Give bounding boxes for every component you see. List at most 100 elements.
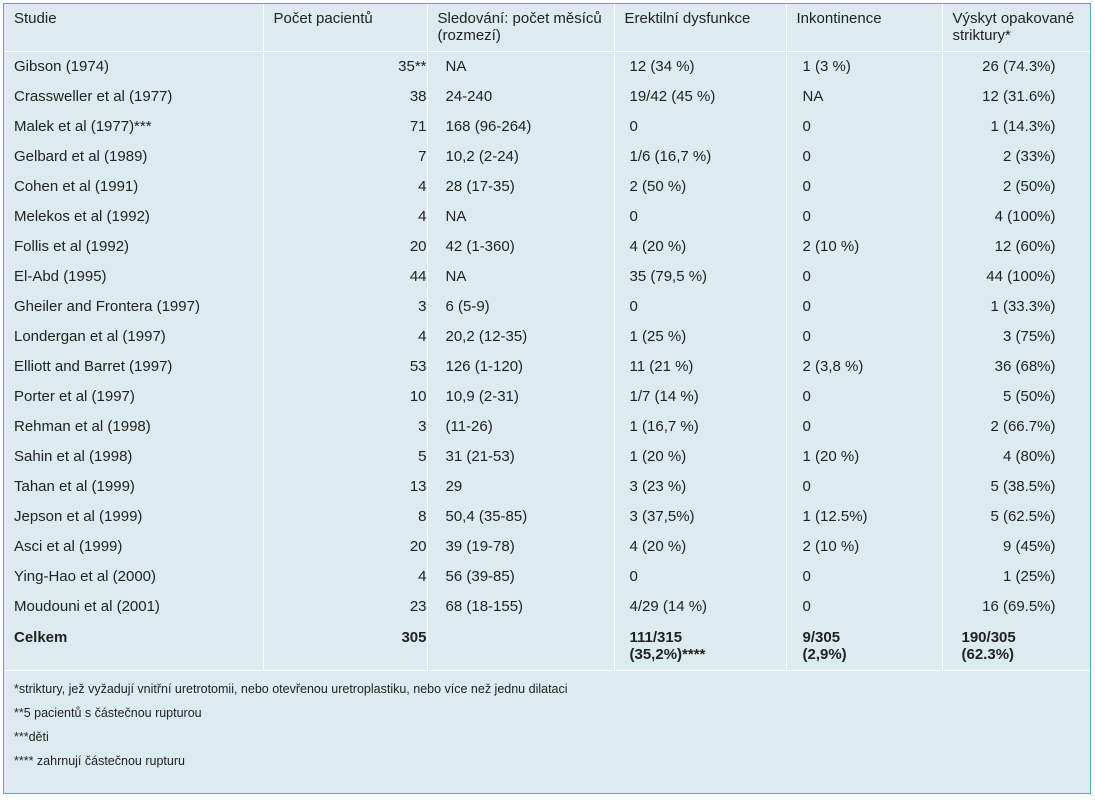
cell-incontinence: 0 [786,261,943,292]
cell-recurrence: 4 (100%) [994,207,1056,225]
cell-studie: Follis et al (1992) [4,231,264,262]
cell-recurrence: 5 (62.5%) [990,507,1056,525]
cell-patients: 8 [263,501,428,532]
header-studie: Studie [4,4,264,52]
cell-incontinence: 2 (3,8 %) [786,351,943,382]
cell-recurrence: 2 (50%) [1002,177,1056,195]
cell-recurrence: 2 (33%) [1002,147,1056,165]
table-row: Follis et al (1992) 20 42 (1-360) 4 (20 %) 2… [4,231,1090,262]
cell-studie: Londergan et al (1997) [4,321,264,352]
cell-followup: (11-26) [427,411,615,442]
table-row: Sahin et al (1998) 5 31 (21-53) 1 (20 %) 1 (… [4,441,1090,472]
cell-patients: 3 [263,411,428,442]
cell-studie: Malek et al (1977)*** [4,111,264,142]
cell-followup: 20,2 (12-35) [427,321,615,352]
cell-studie: Melekos et al (1992) [4,201,264,232]
table-row: Jepson et al (1999) 8 50,4 (35-85) 3 (37,5%… [4,501,1090,532]
cell-patients: 3 [263,291,428,322]
table-row: Rehman et al (1998) 3 (11-26) 1 (16,7 %) 0 2 … [4,411,1090,442]
cell-studie: Rehman et al (1998) [4,411,264,442]
cell-ed: 3 (23 %) [614,471,787,502]
table-row: Crassweller et al (1977) 38 24-240 19/42 (4… [4,81,1090,112]
header-erektilni-dysfunkce: Erektilní dysfunkce [614,4,787,52]
table-row: Cohen et al (1991) 4 28 (17-35) 2 (50 %) 0 2 … [4,171,1090,202]
total-ed: 111/315 (35,2%)**** [614,621,787,670]
total-inc-count: 9/305 [802,628,841,646]
footnotes: *striktury, jež vyžadují vnitřní uretrot… [4,669,1090,773]
table-row: Gheiler and Frontera (1997) 3 6 (5-9) 0 0 1 (… [4,291,1090,322]
cell-incontinence: 1 (12.5%) [786,501,943,532]
cell-recurrence: 5 (38.5%) [990,477,1056,495]
total-label: Celkem [4,621,264,670]
cell-patients: 10 [263,381,428,412]
footnote: *striktury, jež vyžadují vnitřní uretrot… [14,681,568,696]
cell-patients: 4 [263,561,428,592]
cell-incontinence: 0 [786,381,943,412]
cell-recurrence: 1 (14.3%) [990,117,1056,135]
cell-recurrence: 36 (68%) [994,357,1056,375]
cell-incontinence: 0 [786,471,943,502]
table-row: El-Abd (1995) 44 NA 35 (79,5 %) 0 44 (100%) [4,261,1090,292]
cell-recurrence: 2 (66.7%) [990,417,1056,435]
total-ed-percent: (35,2%)**** [629,645,706,663]
cell-studie: Porter et al (1997) [4,381,264,412]
cell-incontinence: 0 [786,201,943,232]
header-sledovani: Sledování: počet měsíců (rozmezí) [427,4,615,52]
footnote: ***děti [14,729,49,744]
cell-studie: Tahan et al (1999) [4,471,264,502]
cell-ed: 4 (20 %) [614,231,787,262]
cell-followup: 42 (1-360) [427,231,615,262]
cell-followup: 10,2 (2-24) [427,141,615,172]
cell-recurrence: 1 (25%) [1002,567,1056,585]
cell-recurrence: 16 (69.5%) [982,597,1056,615]
cell-ed: 1 (20 %) [614,441,787,472]
cell-followup: 10,9 (2-31) [427,381,615,412]
header-inkontinence: Inkontinence [786,4,943,52]
total-rec-percent: (62.3%) [961,645,1015,663]
cell-ed: 1 (16,7 %) [614,411,787,442]
results-table: Studie Počet pacientů Sledování: počet m… [4,4,1090,670]
cell-incontinence: 0 [786,171,943,202]
total-inc-percent: (2,9%) [802,645,847,663]
table-row: Londergan et al (1997) 4 20,2 (12-35) 1 (25… [4,321,1090,352]
cell-followup: 29 [427,471,615,502]
cell-ed: 0 [614,561,787,592]
total-patients: 305 [263,621,428,670]
cell-patients: 4 [263,201,428,232]
cell-patients: 4 [263,321,428,352]
cell-patients: 71 [263,111,428,142]
table-row: Tahan et al (1999) 13 29 3 (23 %) 0 5 (38.5%) [4,471,1090,502]
cell-followup: NA [427,51,615,82]
cell-ed: 19/42 (45 %) [614,81,787,112]
cell-followup: 168 (96-264) [427,111,615,142]
cell-patients: 35** [263,51,428,82]
cell-followup: 24-240 [427,81,615,112]
total-followup [427,621,615,670]
cell-incontinence: 0 [786,561,943,592]
cell-ed: 3 (37,5%) [614,501,787,532]
total-incontinence: 9/305 (2,9%) [786,621,943,670]
cell-recurrence: 5 (50%) [1002,387,1056,405]
cell-ed: 0 [614,291,787,322]
cell-recurrence: 9 (45%) [1002,537,1056,555]
header-pocet-pacientu: Počet pacientů [263,4,428,52]
cell-ed: 11 (21 %) [614,351,787,382]
header-row: Studie Počet pacientů Sledování: počet m… [4,4,1090,52]
cell-recurrence: 26 (74.3%) [982,57,1056,75]
cell-ed: 12 (34 %) [614,51,787,82]
cell-followup: NA [427,261,615,292]
cell-studie: Gibson (1974) [4,51,264,82]
cell-incontinence: 1 (3 %) [786,51,943,82]
table-row: Asci et al (1999) 20 39 (19-78) 4 (20 %) 2 (… [4,531,1090,562]
cell-followup: 50,4 (35-85) [427,501,615,532]
cell-incontinence: 0 [786,591,943,622]
cell-followup: 126 (1-120) [427,351,615,382]
cell-followup: 68 (18-155) [427,591,615,622]
cell-incontinence: 0 [786,141,943,172]
table-row: Gelbard et al (1989) 7 10,2 (2-24) 1/6 (16,… [4,141,1090,172]
cell-patients: 53 [263,351,428,382]
cell-studie: Gelbard et al (1989) [4,141,264,172]
cell-studie: Crassweller et al (1977) [4,81,264,112]
table-row: Malek et al (1977)*** 71 168 (96-264) 0 0 1 (… [4,111,1090,142]
cell-recurrence: 3 (75%) [1002,327,1056,345]
